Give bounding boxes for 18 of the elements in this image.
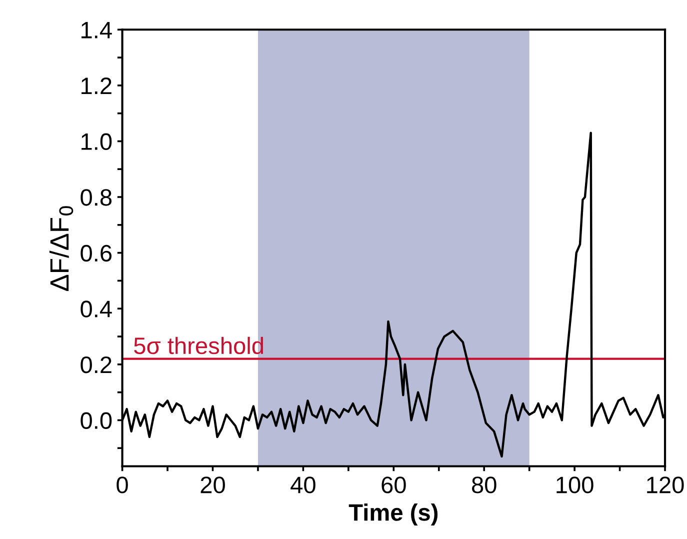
y-tick-label: 0.2 (80, 356, 112, 374)
y-axis-title: ΔF/ΔF$_{0}$ (49, 206, 74, 291)
y-tick-label: 1.4 (82, 22, 112, 38)
x-tick-label: 60 (382, 476, 406, 494)
x-tick-label: 20 (200, 476, 225, 494)
x-tick-label: 40 (290, 476, 316, 494)
y-tick-label: 0.6 (80, 244, 112, 262)
x-tick-label: 0 (116, 476, 128, 494)
ref-line-label: 5σ threshold (134, 336, 264, 354)
x-axis-title: Time (s) (348, 504, 438, 526)
y-tick-label: 0.4 (80, 300, 112, 318)
y-tick-label: 1.0 (82, 133, 112, 150)
y-tick-label: 0.0 (80, 412, 112, 429)
y-tick-label: 1.2 (82, 78, 112, 94)
y-tick-label: 0.8 (80, 189, 112, 206)
x-tick-label: 120 (647, 476, 684, 494)
x-tick-label: 80 (472, 476, 496, 494)
x-tick-label: 100 (556, 476, 594, 494)
